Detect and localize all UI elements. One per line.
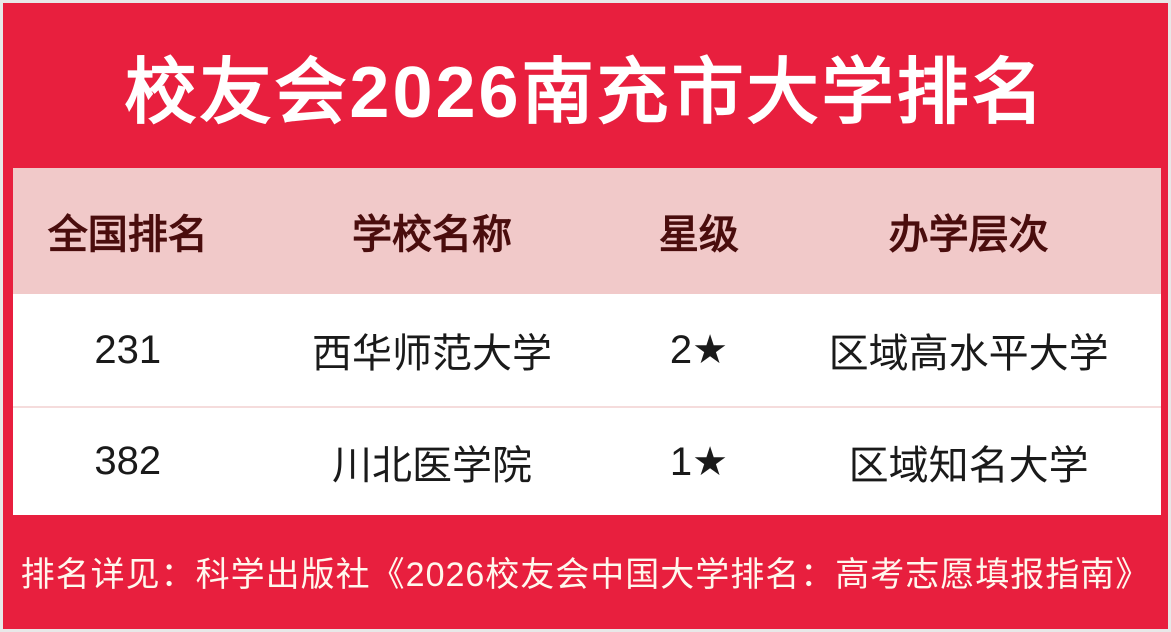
page-title: 校友会2026南充市大学排名 (124, 53, 1047, 133)
cell-education-tier: 区域知名大学 (848, 443, 1089, 488)
header-cell-school-name: 学校名称 (352, 213, 512, 257)
cell-star-level: 1★ (669, 439, 728, 484)
cell-star-level: 2★ (669, 328, 728, 372)
table-header-row: 全国排名 学校名称 星级 办学层次 (13, 168, 1161, 294)
footer-bar: 排名详见：科学出版社《2026校友会中国大学排名：高考志愿填报指南》 (3, 515, 1168, 627)
cell-school-name: 西华师范大学 (312, 332, 552, 376)
header-cell-national-rank: 全国排名 (47, 213, 208, 257)
cell-national-rank: 382 (94, 439, 162, 483)
table-row: 231 西华师范大学 2★ 区域高水平大学 (13, 294, 1161, 406)
ranking-table: 全国排名 学校名称 星级 办学层次 231 西华师范大学 2★ 区域高水平大学 … (13, 168, 1161, 515)
cell-national-rank: 231 (94, 327, 162, 372)
title-bar: 校友会2026南充市大学排名 (3, 3, 1168, 168)
header-cell-education-tier: 办学层次 (888, 213, 1049, 257)
cell-education-tier: 区域高水平大学 (828, 332, 1109, 376)
footer-note: 排名详见：科学出版社《2026校友会中国大学排名：高考志愿填报指南》 (20, 555, 1151, 594)
cell-school-name: 川北医学院 (332, 443, 532, 488)
table-row: 382 川北医学院 1★ 区域知名大学 (13, 406, 1161, 515)
header-cell-star-level: 星级 (658, 213, 739, 257)
